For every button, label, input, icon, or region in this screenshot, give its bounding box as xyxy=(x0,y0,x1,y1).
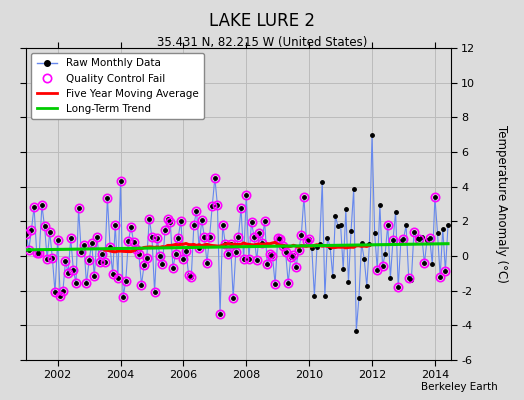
Text: Berkeley Earth: Berkeley Earth xyxy=(421,382,498,392)
Legend: Raw Monthly Data, Quality Control Fail, Five Year Moving Average, Long-Term Tren: Raw Monthly Data, Quality Control Fail, … xyxy=(31,53,204,119)
Y-axis label: Temperature Anomaly (°C): Temperature Anomaly (°C) xyxy=(495,125,508,283)
Text: 35.431 N, 82.215 W (United States): 35.431 N, 82.215 W (United States) xyxy=(157,36,367,49)
Text: LAKE LURE 2: LAKE LURE 2 xyxy=(209,12,315,30)
